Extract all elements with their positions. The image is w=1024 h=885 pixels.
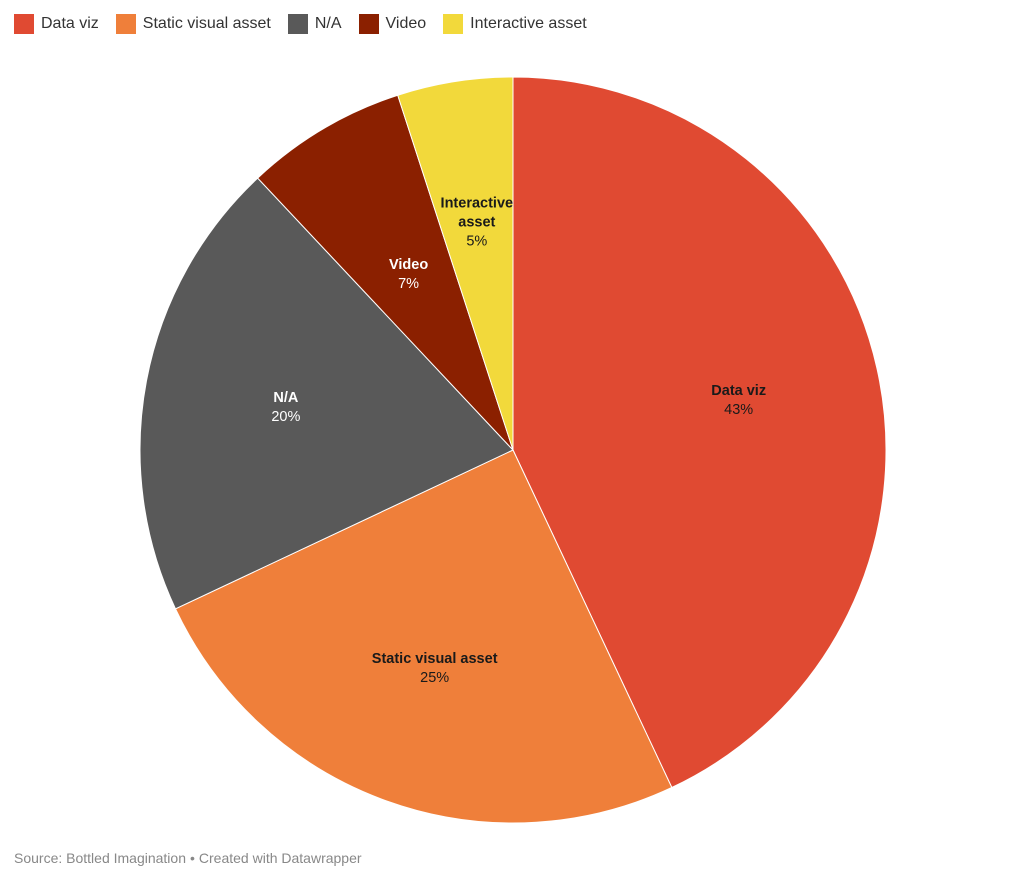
source-note: Source: Bottled Imagination: [14, 850, 186, 866]
slice-name: asset: [458, 215, 495, 231]
slice-value: 20%: [271, 409, 300, 425]
pie-labels: Data viz 43% Static visual asset 25% N/A 20% V…: [271, 196, 766, 687]
slice-label-n-a: N/A 20%: [271, 390, 300, 425]
slice-label-data-viz: Data viz 43%: [711, 383, 766, 418]
legend-label: Static visual asset: [142, 15, 271, 32]
slice-label-static-visual-asset: Static visual asset 25%: [372, 651, 498, 686]
legend-item-static-visual-asset: Static visual asset: [115, 12, 271, 36]
slice-name: Data viz: [711, 383, 766, 399]
slice-name: Interactive: [441, 196, 514, 212]
pie-slice-data-viz: [512, 76, 887, 789]
slice-label-interactive-asset: Interactive asset 5%: [441, 196, 514, 250]
slice-name: N/A: [273, 390, 299, 406]
legend-label: N/A: [314, 15, 342, 32]
legend-swatch: [443, 14, 464, 34]
legend-swatch: [287, 14, 308, 34]
slice-value: 25%: [420, 670, 449, 686]
legend-label: Data viz: [41, 15, 99, 32]
slice-name: Video: [389, 257, 428, 273]
pie-slice-static-visual-asset: [174, 449, 673, 824]
slice-value: 43%: [724, 402, 753, 418]
chart-footer: Source: Bottled Imagination • Created with…: [14, 850, 362, 866]
chart-legend: Data viz Static visual asset N/A Video Inter…: [14, 12, 587, 36]
legend-item-data-viz: Data viz: [14, 12, 99, 36]
pie-slice-video: [256, 94, 514, 451]
legend-label: Video: [385, 15, 427, 32]
legend-label: Interactive asset: [470, 15, 587, 32]
credit-note: Created with Datawrapper: [198, 850, 362, 866]
slice-value: 7%: [398, 276, 419, 292]
slice-name: Static visual asset: [372, 651, 498, 667]
legend-item-n-a: N/A: [287, 12, 342, 36]
pie-slice-n-a: [139, 177, 514, 610]
slice-label-video: Video 7%: [389, 257, 428, 292]
pie-slices: [139, 76, 887, 824]
legend-item-interactive-asset: Interactive asset: [443, 12, 587, 36]
legend-swatch: [14, 14, 34, 34]
legend-item-video: Video: [358, 12, 427, 36]
pie-slice-interactive-asset: [397, 76, 514, 451]
legend-swatch: [115, 14, 136, 34]
slice-value: 5%: [466, 234, 487, 250]
legend-swatch: [358, 14, 379, 34]
footer-separator: •: [190, 850, 195, 866]
